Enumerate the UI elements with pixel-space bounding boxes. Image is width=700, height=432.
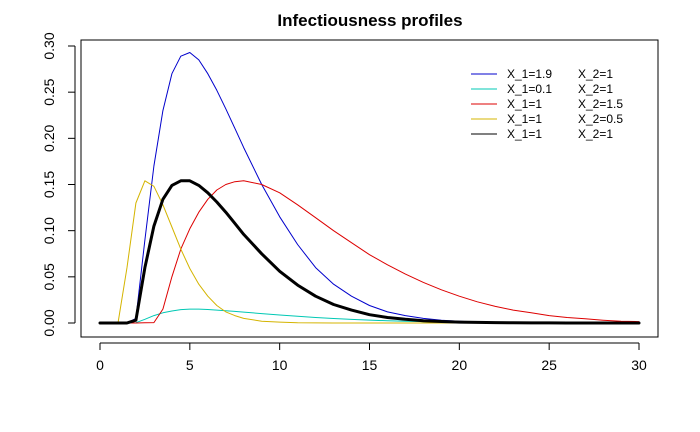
x-tick-label: 30 — [631, 357, 647, 373]
x-tick-label: 15 — [362, 357, 378, 373]
y-tick-label: 0.25 — [41, 78, 57, 105]
series-line-4 — [99, 180, 640, 324]
legend-label-x1: X_1=1 — [507, 112, 542, 126]
legend-label-x2: X_2=1.5 — [578, 97, 623, 111]
plot-frame — [80, 39, 659, 338]
legend-label-x1: X_1=1 — [507, 127, 542, 141]
legend-label-x1: X_1=1.9 — [507, 67, 552, 81]
series-line-5 — [98, 179, 641, 325]
series-line-1 — [99, 52, 640, 324]
legend-label-x2: X_2=1 — [578, 67, 613, 81]
y-tick-label: 0.10 — [41, 217, 57, 244]
legend-label-x2: X_2=1 — [578, 127, 613, 141]
y-tick-label: 0.00 — [41, 309, 57, 336]
x-tick-label: 20 — [452, 357, 468, 373]
x-tick-label: 5 — [186, 357, 194, 373]
y-axis: 0.00 0.05 0.10 0.15 0.20 0.25 0.30 — [41, 32, 76, 337]
legend: X_1=1.9 X_2=1 X_1=0.1 X_2=1 X_1=1 X_2=1.5 X_1=… — [471, 67, 623, 141]
y-tick-label: 0.20 — [41, 124, 57, 151]
legend-label-x2: X_2=1 — [578, 82, 613, 96]
chart-title: Infectiousness profiles — [277, 11, 462, 30]
x-tick-label: 0 — [96, 357, 104, 373]
legend-label-x1: X_1=1 — [507, 97, 542, 111]
x-tick-label: 10 — [272, 357, 288, 373]
series-line-3 — [99, 180, 640, 324]
x-tick-label: 25 — [541, 357, 557, 373]
y-tick-label: 0.15 — [41, 171, 57, 198]
x-axis: 0 5 10 15 20 25 30 — [96, 342, 647, 373]
y-tick-label: 0.30 — [41, 32, 57, 59]
legend-label-x2: X_2=0.5 — [578, 112, 623, 126]
series-group — [98, 52, 641, 325]
y-tick-label: 0.05 — [41, 263, 57, 290]
legend-label-x1: X_1=0.1 — [507, 82, 552, 96]
